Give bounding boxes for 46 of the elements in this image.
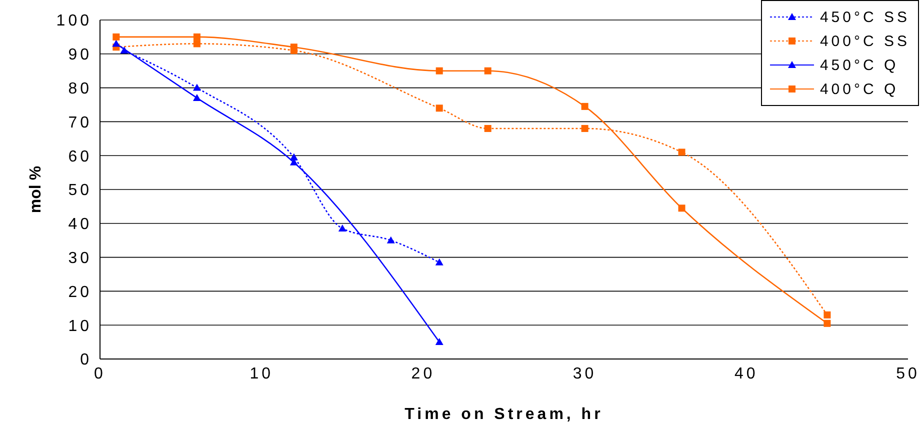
point bbox=[824, 311, 831, 318]
y-tick-label: 20 bbox=[68, 284, 92, 301]
x-tick-label: 30 bbox=[572, 365, 597, 382]
point bbox=[120, 46, 128, 54]
y-tick-label: 90 bbox=[68, 46, 92, 64]
point bbox=[338, 224, 346, 232]
y-tick-label: 30 bbox=[68, 250, 92, 267]
point bbox=[435, 258, 444, 266]
point bbox=[484, 124, 492, 132]
point bbox=[192, 84, 201, 91]
y-tick-label: 60 bbox=[68, 148, 92, 166]
point bbox=[386, 236, 395, 244]
legend-label: 400°C SS bbox=[820, 32, 910, 50]
point bbox=[290, 153, 298, 160]
y-tick-label: 0 bbox=[80, 352, 92, 369]
point bbox=[436, 67, 443, 74]
y-tick-label: 70 bbox=[68, 114, 92, 132]
x-axis-title: Time on Stream, hr bbox=[404, 406, 604, 423]
point bbox=[112, 33, 120, 40]
legend-label: 450°C SS bbox=[820, 8, 910, 26]
x-tick-label: 10 bbox=[250, 365, 274, 382]
point bbox=[193, 40, 200, 48]
point bbox=[193, 33, 200, 40]
legend-label: 400°C Q bbox=[820, 80, 899, 98]
point bbox=[436, 104, 443, 112]
point bbox=[484, 67, 492, 74]
x-tick-label: 40 bbox=[734, 365, 758, 382]
point bbox=[824, 320, 831, 327]
y-tick-label: 80 bbox=[68, 80, 92, 98]
point bbox=[435, 338, 444, 346]
point bbox=[678, 204, 686, 212]
x-tick-label: 20 bbox=[411, 365, 436, 382]
point bbox=[112, 40, 120, 47]
x-tick-label: 0 bbox=[94, 365, 106, 382]
y-tick-label: 10 bbox=[68, 318, 92, 335]
point bbox=[192, 94, 201, 101]
x-tick-label: 50 bbox=[896, 365, 920, 382]
legend-label: 450°C Q bbox=[820, 56, 899, 74]
point bbox=[581, 102, 588, 110]
point bbox=[581, 124, 588, 132]
y-tick-label: 50 bbox=[68, 182, 92, 200]
point bbox=[678, 148, 686, 156]
y-tick-label: 40 bbox=[68, 216, 92, 234]
point bbox=[290, 44, 298, 51]
y-tick-label: 100 bbox=[56, 12, 92, 30]
y-axis-title: mol % bbox=[28, 166, 45, 214]
